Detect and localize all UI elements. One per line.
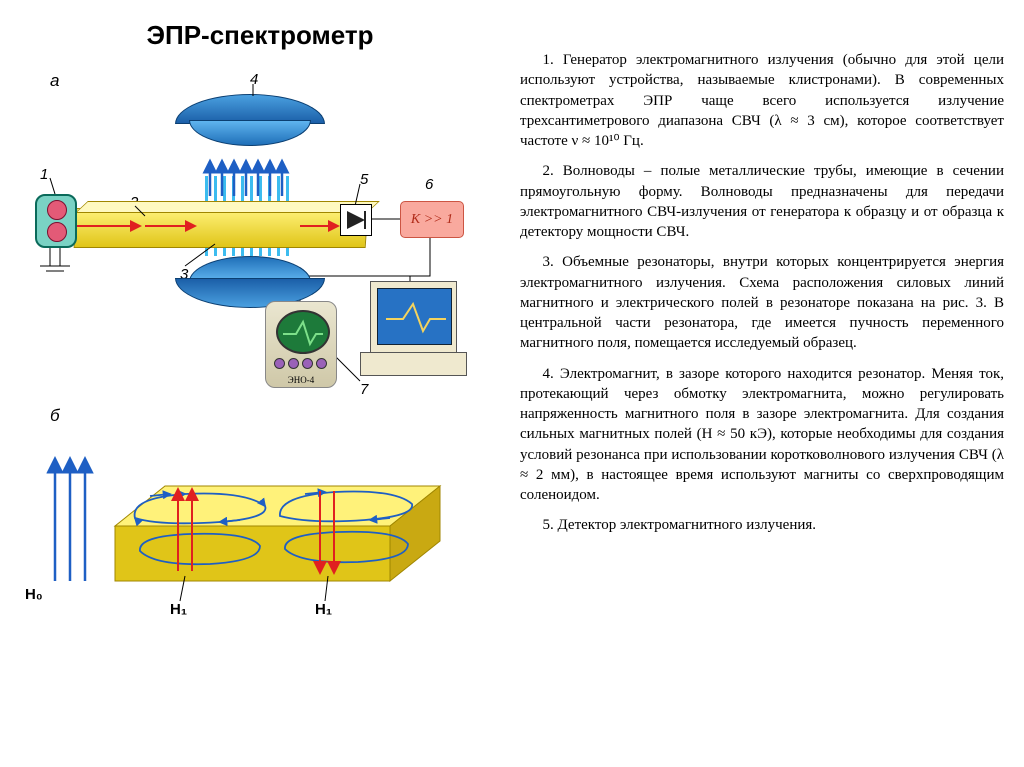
para-4: 4. Электромагнит, в зазоре которого нахо… (520, 364, 1004, 506)
para-1: 1. Генератор электромагнитного излучения… (520, 50, 1004, 151)
description-text: 1. Генератор электромагнитного излучения… (500, 20, 1004, 747)
label-a: а (50, 71, 59, 91)
label-1: 1 (40, 166, 48, 183)
amplifier: К >> 1 (400, 201, 464, 238)
diagram-b-svg (20, 406, 480, 656)
instrument-eno4: ЭНО-4 (265, 301, 337, 388)
diagram-b: б H₀ H₁ H₁ (20, 406, 480, 656)
diagram-a: а 1 2 3 4 5 6 7 (20, 66, 480, 396)
magnet-top-pole (175, 94, 325, 146)
label-4: 4 (250, 71, 258, 88)
para-3: 3. Объемные резонаторы, внутри которых к… (520, 252, 1004, 353)
page-title: ЭПР-спектрометр (20, 20, 500, 51)
instrument-label: ЭНО-4 (266, 375, 336, 385)
computer-monitor (360, 281, 465, 376)
label-5: 5 (360, 171, 368, 188)
label-6: 6 (425, 176, 433, 193)
label-7: 7 (360, 381, 368, 398)
para-2: 2. Волноводы – полые металлические трубы… (520, 161, 1004, 242)
generator (35, 194, 77, 248)
waveguide (74, 208, 369, 248)
detector (340, 204, 372, 236)
para-5: 5. Детектор электромагнитного излучения. (520, 515, 1004, 535)
